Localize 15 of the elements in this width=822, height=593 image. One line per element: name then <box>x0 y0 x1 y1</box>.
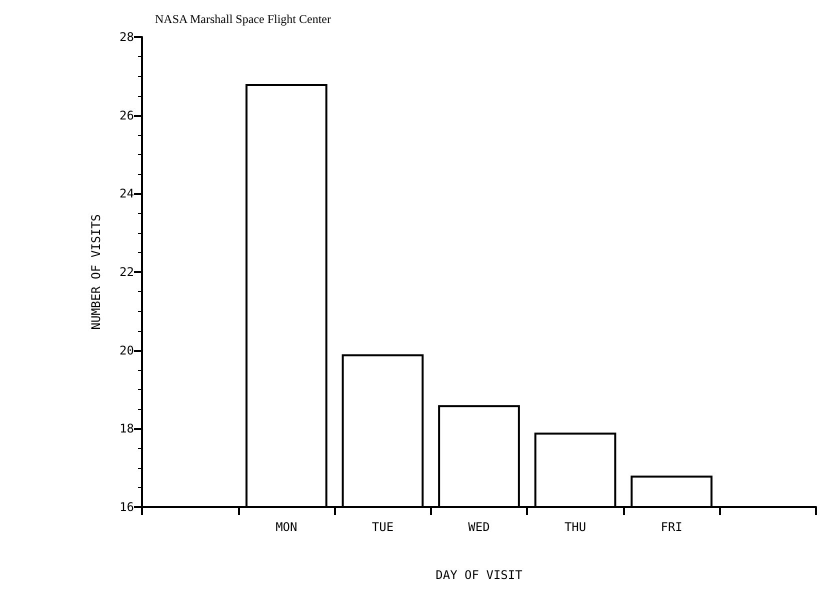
x-tick-label: THU <box>564 520 586 534</box>
y-tick-label: 28 <box>120 30 134 44</box>
x-axis-title: DAY OF VISIT <box>436 568 522 582</box>
y-tick-label: 24 <box>120 186 134 201</box>
y-tick-label: 18 <box>120 422 134 436</box>
y-axis-title: NUMBER OF VISITS <box>89 214 103 330</box>
y-tick-label: 20 <box>120 343 134 358</box>
chart-title: NASA Marshall Space Flight Center <box>155 12 331 26</box>
y-tick-label: 16 <box>120 500 134 514</box>
x-tick-label: TUE <box>372 520 394 534</box>
x-tick-label: MON <box>276 520 298 534</box>
x-tick-label: FRI <box>660 520 682 534</box>
y-tick-label: 26 <box>120 108 134 122</box>
y-tick-label: 22 <box>120 265 134 279</box>
x-tick-label: WED <box>468 520 490 534</box>
